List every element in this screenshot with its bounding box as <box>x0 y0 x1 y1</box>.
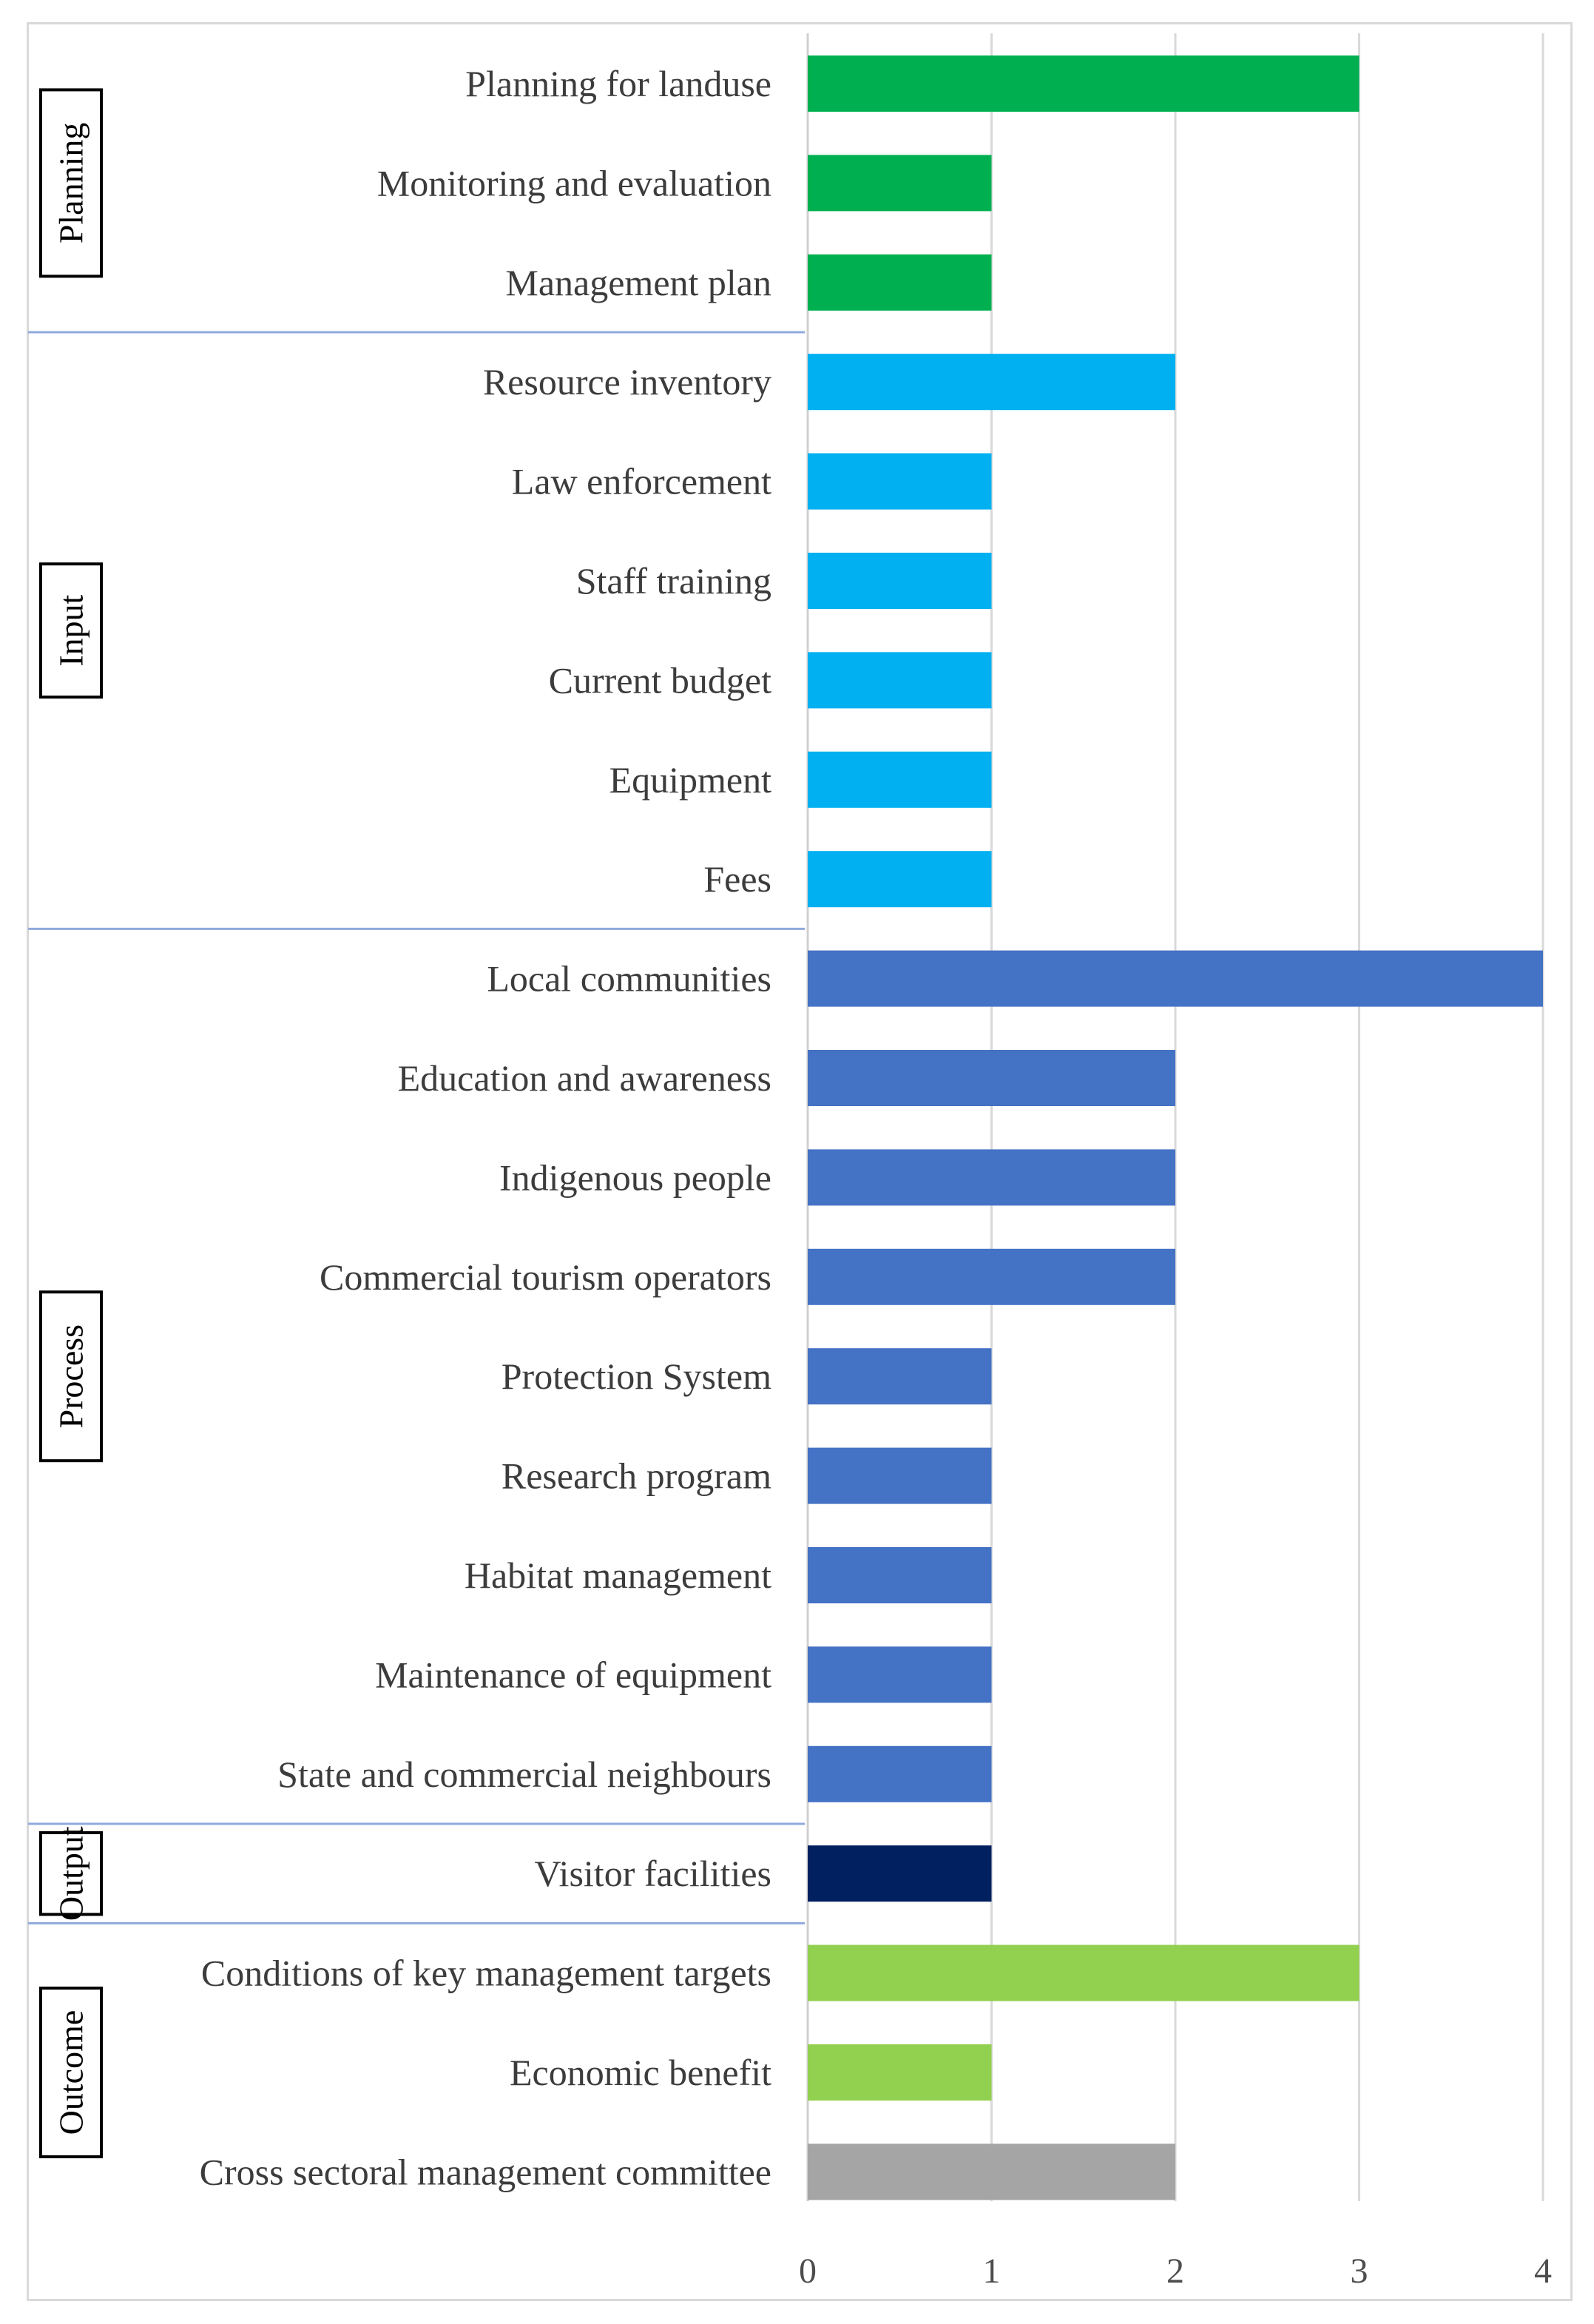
category-label: Equipment <box>609 759 772 801</box>
bar <box>808 751 992 808</box>
category-label: Habitat management <box>465 1555 771 1596</box>
bar <box>808 1745 992 1802</box>
category-label: Research program <box>501 1455 771 1497</box>
bar <box>808 453 992 510</box>
x-tick-label: 4 <box>1534 2251 1552 2291</box>
bar <box>808 2044 992 2101</box>
chart-frame <box>27 22 1573 2301</box>
bar <box>808 1447 992 1504</box>
category-label: Staff training <box>576 560 771 602</box>
category-label: Economic benefit <box>510 2052 771 2093</box>
bar <box>808 254 992 311</box>
category-label: Protection System <box>501 1355 771 1397</box>
category-label: Commercial tourism operators <box>320 1256 771 1298</box>
bar <box>808 553 992 609</box>
x-tick-label: 0 <box>799 2251 817 2291</box>
bar <box>808 1348 992 1405</box>
category-label: Management plan <box>505 262 771 303</box>
category-label: Resource inventory <box>483 361 771 403</box>
bar <box>808 1845 992 1902</box>
bar <box>808 1149 1175 1206</box>
x-tick-label: 1 <box>983 2251 1001 2291</box>
bar <box>808 155 992 212</box>
group-label-box <box>39 1290 103 1463</box>
category-label: Fees <box>703 858 771 900</box>
group-label: Process <box>53 1324 90 1429</box>
category-label: Conditions of key management targets <box>201 1953 771 1994</box>
bar <box>808 652 992 709</box>
category-label: Indigenous people <box>499 1156 771 1198</box>
bar <box>808 1944 1360 2001</box>
bar <box>808 354 1175 411</box>
bar <box>808 2143 1175 2200</box>
category-label: Education and awareness <box>398 1057 771 1099</box>
category-label: Law enforcement <box>512 461 771 502</box>
category-label: Maintenance of equipment <box>375 1654 771 1695</box>
group-label: Input <box>53 594 90 666</box>
group-label-box <box>39 1987 103 2158</box>
bar <box>808 851 992 908</box>
group-label-box <box>39 88 103 278</box>
group-label: Planning <box>53 123 90 244</box>
group-label: Outcome <box>53 2010 90 2135</box>
bar <box>808 950 1543 1007</box>
bar <box>808 1547 992 1603</box>
category-label: Monitoring and evaluation <box>377 162 771 203</box>
x-tick-label: 3 <box>1351 2251 1368 2291</box>
category-label: Local communities <box>487 958 771 1000</box>
x-tick-label: 2 <box>1166 2251 1184 2291</box>
category-label: Cross sectoral management committee <box>200 2151 771 2192</box>
bar <box>808 1248 1175 1305</box>
bar <box>808 1646 992 1703</box>
group-label-box <box>39 562 103 699</box>
bar <box>808 55 1360 112</box>
category-label: Planning for landuse <box>465 63 771 104</box>
category-label: State and commercial neighbours <box>277 1754 771 1795</box>
category-label: Visitor facilities <box>534 1853 771 1894</box>
group-label-box <box>39 1831 103 1916</box>
category-label: Current budget <box>549 659 771 701</box>
bar <box>808 1050 1175 1106</box>
group-label: Output <box>53 1826 90 1921</box>
